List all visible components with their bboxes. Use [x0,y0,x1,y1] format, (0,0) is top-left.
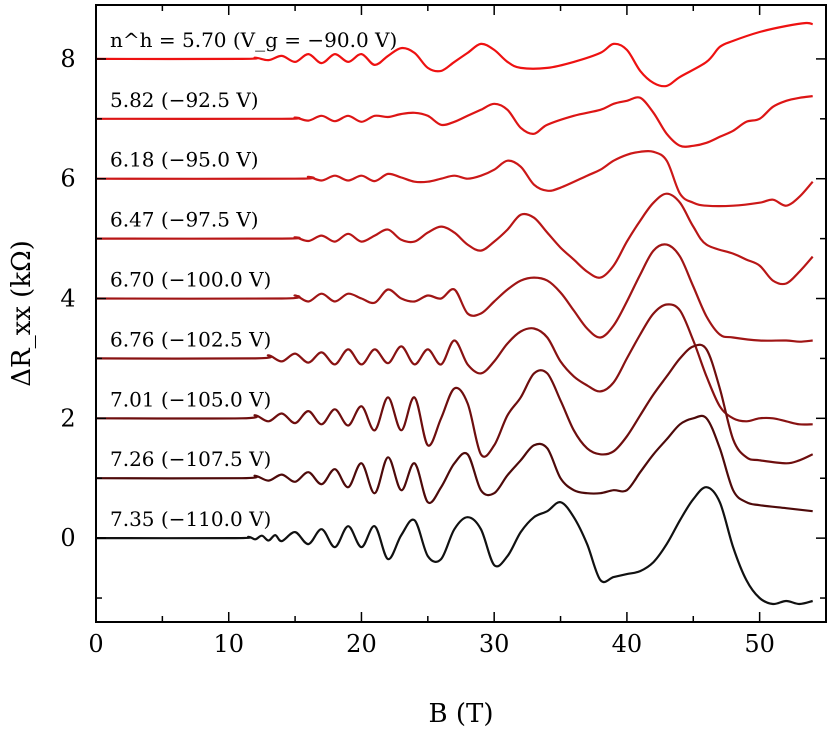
y-tick-label: 8 [60,45,75,73]
series-label-3: 6.47 (−97.5 V) [110,208,259,232]
curves-layer [95,21,814,606]
y-tick-label: 2 [60,404,75,432]
x-tick-label: 0 [88,630,103,658]
series-line-3 [95,192,814,286]
ticks-layer: 0 10 20 30 40 50 0 2 4 6 8 [60,5,827,658]
series-line-1 [95,95,813,148]
x-tick-label: 50 [744,630,775,658]
x-tick-label: 20 [346,630,377,658]
curve-labels-layer: n^h = 5.70 (V_g = −90.0 V) 5.82 (−92.5 V)… [110,28,397,531]
y-tick-label: 4 [60,285,75,313]
x-tick-label: 30 [479,630,510,658]
series-label-7: 7.26 (−107.5 V) [110,447,271,471]
series-label-0: n^h = 5.70 (V_g = −90.0 V) [110,28,397,52]
series-label-1: 5.82 (−92.5 V) [110,88,259,112]
series-line-6 [95,343,814,465]
series-line-2 [95,149,814,208]
series-line-7 [95,414,813,513]
series-line-0 [95,21,814,88]
y-axis-label: ΔR_xx (kΩ) [7,240,37,387]
series-label-8: 7.35 (−110.0 V) [110,507,271,531]
x-axis-label: B (T) [429,699,494,729]
series-line-4 [95,243,813,343]
y-tick-label: 0 [60,524,75,552]
x-tick-label: 10 [213,630,244,658]
plot-frame [95,4,827,623]
series-line-8 [95,486,813,606]
series-label-2: 6.18 (−95.0 V) [110,148,259,172]
series-line-5 [95,303,813,426]
x-tick-label: 40 [612,630,643,658]
y-tick-label: 6 [60,165,75,193]
series-label-6: 7.01 (−105.0 V) [110,387,271,411]
series-label-5: 6.76 (−102.5 V) [110,327,271,351]
series-label-4: 6.70 (−100.0 V) [110,268,271,292]
